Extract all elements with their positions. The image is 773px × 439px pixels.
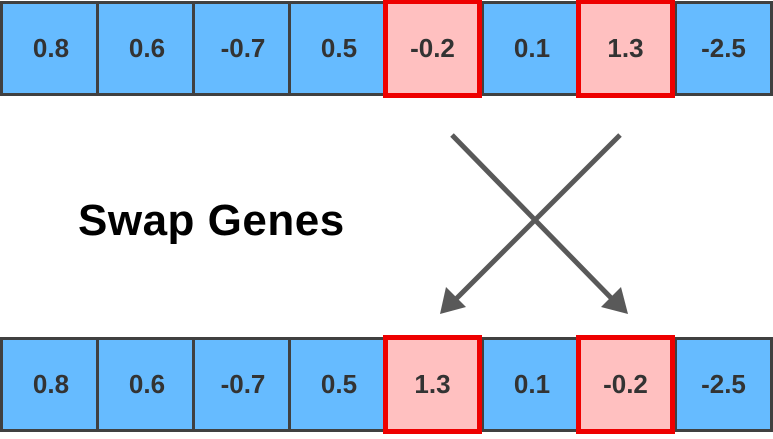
gene-cell: -2.5 bbox=[674, 1, 773, 96]
gene-cell: 0.5 bbox=[288, 1, 387, 96]
child-chromosome: 0.8 0.6 -0.7 0.5 1.3 0.1 -0.2 -2.5 bbox=[0, 335, 773, 436]
swap-arrow-icon bbox=[440, 133, 622, 314]
gene-cell: -2.5 bbox=[674, 337, 773, 432]
gene-cell: 0.8 bbox=[0, 337, 99, 432]
gene-cell: 0.8 bbox=[0, 1, 99, 96]
swapped-gene-cell: -0.2 bbox=[383, 0, 482, 98]
swapped-gene-cell: 1.3 bbox=[383, 335, 482, 434]
gene-cell: 0.1 bbox=[481, 337, 580, 432]
gene-cell: 0.1 bbox=[481, 1, 580, 96]
gene-cell: 0.6 bbox=[96, 1, 195, 96]
gene-cell: -0.7 bbox=[192, 1, 291, 96]
gene-cell: -0.7 bbox=[192, 337, 291, 432]
swapped-gene-cell: 1.3 bbox=[576, 0, 675, 98]
parent-chromosome: 0.8 0.6 -0.7 0.5 -0.2 0.1 1.3 -2.5 bbox=[0, 0, 773, 100]
diagram-title: Swap Genes bbox=[78, 196, 345, 245]
gene-cell: 0.6 bbox=[96, 337, 195, 432]
swapped-gene-cell: -0.2 bbox=[576, 335, 675, 434]
swap-arrow-icon bbox=[450, 133, 628, 314]
gene-cell: 0.5 bbox=[288, 337, 387, 432]
